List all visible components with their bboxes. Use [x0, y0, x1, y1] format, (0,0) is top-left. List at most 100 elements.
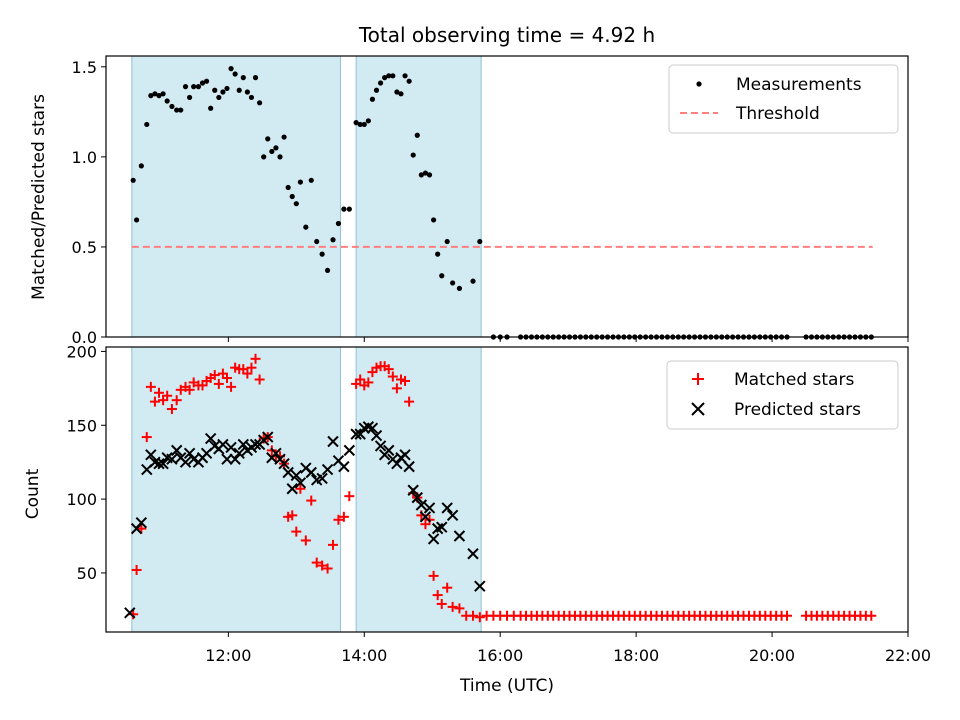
- predicted-star-point: [446, 509, 459, 522]
- predicted-star-point: [366, 422, 379, 434]
- measurement-point: [341, 206, 347, 212]
- measurement-point: [195, 84, 202, 90]
- predicted-star-point: [370, 429, 383, 442]
- bottom-x-tick-label: 14:00: [341, 646, 387, 665]
- measurement-point: [240, 75, 246, 81]
- predicted-star-point: [411, 491, 423, 504]
- measurement-point: [353, 120, 359, 126]
- measurement-point: [402, 73, 408, 79]
- matched-star-point: [447, 601, 458, 612]
- measurement-point: [186, 94, 193, 101]
- bottom-legend: Matched stars Predicted stars: [666, 360, 899, 430]
- measurement-point: [477, 238, 483, 245]
- matched-star-point: [295, 483, 306, 494]
- measurement-point: [138, 163, 144, 169]
- measurement-point: [293, 201, 299, 207]
- predicted-star-point: [221, 453, 233, 465]
- matched-star-point: [400, 375, 411, 386]
- predicted-star-point: [290, 469, 303, 482]
- matched-star-point: [162, 390, 173, 401]
- matched-star-point: [306, 495, 317, 506]
- matched-star-point: [136, 523, 147, 534]
- matched-star-point: [344, 491, 355, 502]
- measurement-point: [269, 148, 275, 155]
- top-shaded-interval-1: [131, 55, 341, 338]
- predicted-star-point: [278, 457, 290, 470]
- measurement-point: [439, 273, 445, 279]
- top-y-tick-label: 1.5: [72, 58, 97, 77]
- predicted-star-point: [229, 453, 241, 465]
- top-panel: 0.0 0.5 1.0 1.5 Matched/Predicted stars Mea…: [29, 55, 909, 347]
- measurement-point: [335, 220, 342, 227]
- predicted-star-point: [305, 466, 317, 479]
- measurement-point: [308, 177, 314, 183]
- measurement-point: [369, 96, 376, 102]
- predicted-star-point: [427, 533, 440, 545]
- matched-star-point: [436, 598, 447, 609]
- bottom-y-tick-label: 150: [66, 416, 97, 435]
- top-plot-frame: [105, 55, 909, 338]
- matched-star-point: [391, 383, 402, 394]
- measurement-point: [232, 71, 238, 77]
- predicted-star-point: [327, 435, 339, 448]
- measurement-point: [444, 238, 450, 245]
- matched-star-point: [221, 373, 232, 384]
- measurements-legend-marker: [696, 81, 702, 87]
- matched-star-point: [454, 603, 465, 614]
- matched-star-point: [322, 563, 333, 574]
- matched-star-point: [166, 404, 177, 415]
- predicted-star-point: [217, 438, 229, 451]
- matched-star-point: [171, 395, 182, 406]
- measurement-point: [346, 206, 352, 212]
- matched-star-point: [442, 582, 453, 593]
- matched-star-point: [474, 612, 485, 623]
- measurement-point: [365, 118, 371, 124]
- bottom-x-axis-ticks: 12:00 14:00 16:00 18:00 20:00 22:00: [205, 632, 931, 665]
- predicted-star-point: [391, 457, 403, 470]
- predicted-star-point: [204, 432, 217, 445]
- measurement-point: [430, 217, 437, 223]
- measurement-point: [144, 121, 150, 128]
- measurement-point: [394, 89, 400, 95]
- bottom-x-tick-label: 16:00: [477, 646, 523, 665]
- measurement-point: [414, 132, 420, 138]
- measurement-point: [236, 87, 242, 93]
- predicted-star-point: [467, 548, 479, 560]
- measurement-point: [224, 85, 230, 92]
- chart-title: Total observing time = 4.92 h: [358, 23, 655, 47]
- predicted-legend-label: Predicted stars: [734, 400, 861, 420]
- measurement-point: [390, 73, 396, 79]
- matched-star-point: [131, 564, 142, 575]
- bottom-y-tick-label: 100: [66, 490, 97, 509]
- matched-star-point: [141, 432, 152, 443]
- predicted-star-point: [286, 483, 298, 495]
- predicted-legend-marker: [691, 402, 705, 416]
- predicted-star-point: [153, 457, 165, 470]
- measurement-point: [319, 251, 325, 257]
- matched-star-point: [213, 378, 224, 389]
- matched-star-point: [328, 539, 339, 550]
- predicted-star-point: [170, 444, 183, 457]
- predicted-star-point: [145, 449, 157, 461]
- matched-star-point: [363, 377, 374, 388]
- predicted-star-point: [407, 484, 419, 496]
- measurement-point: [220, 89, 226, 95]
- measurement-point: [281, 134, 287, 140]
- predicted-star-point: [343, 444, 356, 457]
- matched-star-point: [782, 610, 793, 621]
- measurement-point: [257, 100, 263, 106]
- predicted-star-point: [179, 456, 192, 468]
- measurement-point: [208, 105, 214, 111]
- predicted-star-point: [374, 440, 387, 452]
- measurement-point: [133, 217, 140, 223]
- bottom-y-tick-label: 50: [77, 564, 97, 583]
- measurement-point: [435, 251, 441, 257]
- matched-star-point: [145, 381, 156, 392]
- predicted-star-point: [135, 517, 148, 529]
- matched-star-point: [287, 510, 298, 521]
- predicted-star-point: [237, 438, 249, 451]
- predicted-star-point: [294, 477, 307, 489]
- measurement-point: [456, 285, 463, 291]
- matched-star-point: [404, 396, 415, 407]
- measurement-point: [314, 238, 320, 245]
